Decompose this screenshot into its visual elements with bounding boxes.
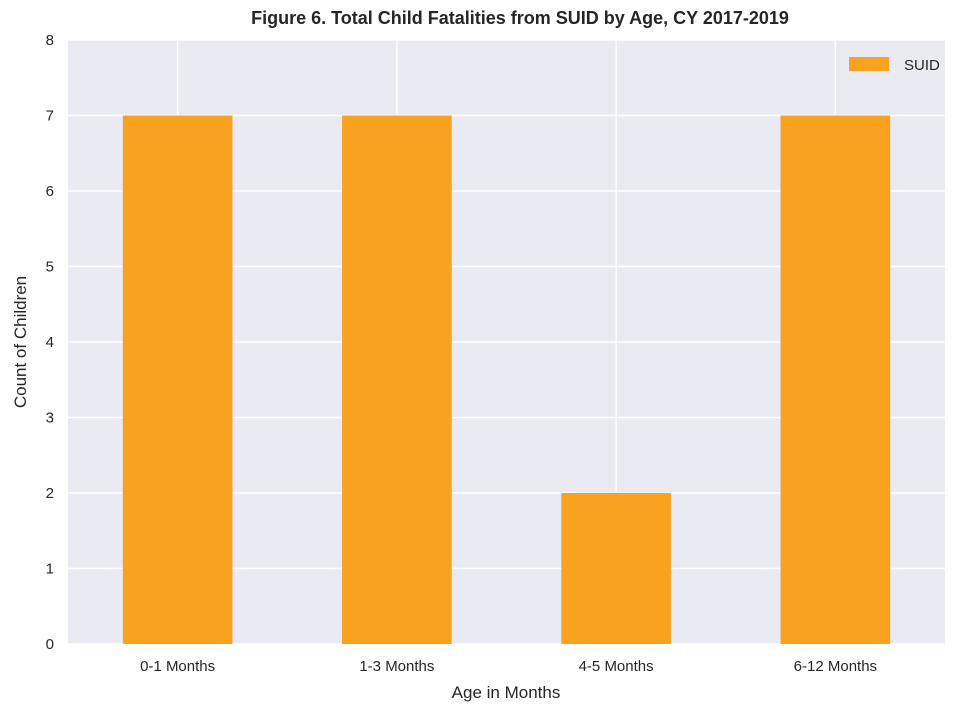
y-tick-label: 4 (46, 334, 54, 351)
y-tick-label: 7 (46, 108, 54, 125)
y-axis-label: Count of Children (11, 276, 30, 408)
y-tick-label: 1 (46, 561, 54, 578)
bar-4-5-months (561, 493, 671, 644)
legend: SUID (849, 57, 940, 74)
y-axis-ticks: 0 1 2 3 4 5 6 7 8 (46, 32, 54, 653)
y-tick-label: 8 (46, 32, 54, 49)
bars-group (122, 115, 891, 644)
chart-title: Figure 6. Total Child Fatalities from SU… (251, 8, 789, 28)
bar-1-3-months (342, 115, 452, 644)
legend-swatch (849, 57, 889, 71)
bar-0-1-months (122, 115, 233, 644)
bar-6-12-months (780, 115, 891, 644)
x-axis-ticks: 0-1 Months 1-3 Months 4-5 Months 6-12 Month… (140, 658, 877, 675)
x-tick-label: 6-12 Months (794, 658, 877, 675)
y-tick-label: 2 (46, 485, 54, 502)
y-tick-label: 5 (46, 259, 54, 276)
y-tick-label: 6 (46, 183, 54, 200)
x-axis-label: Age in Months (452, 683, 561, 702)
legend-label: SUID (904, 57, 940, 74)
y-tick-label: 0 (46, 636, 54, 653)
x-tick-label: 1-3 Months (359, 658, 434, 675)
x-tick-label: 4-5 Months (579, 658, 654, 675)
y-tick-label: 3 (46, 410, 54, 427)
x-tick-label: 0-1 Months (140, 658, 215, 675)
